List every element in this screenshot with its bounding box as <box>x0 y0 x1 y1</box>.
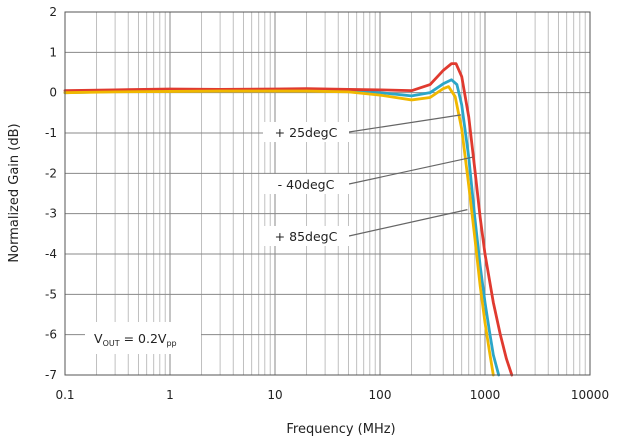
annotation-label: + 25degC <box>275 125 338 140</box>
y-tick-label: -4 <box>45 247 57 261</box>
annotation-label: - 40degC <box>278 177 335 192</box>
x-tick-label: 1 <box>166 388 174 402</box>
annotation-label-box <box>263 226 349 246</box>
annotation-label-box <box>263 122 349 142</box>
annotation-label: + 85degC <box>275 229 338 244</box>
y-axis-label: Normalized Gain (dB) <box>7 123 22 262</box>
y-tick-label: -6 <box>45 328 57 342</box>
annotation-leader-line <box>348 114 462 133</box>
series-layer <box>63 62 514 377</box>
annotation-leader-line <box>348 156 473 185</box>
x-tick-label: 10000 <box>571 388 609 402</box>
y-tick-label: -1 <box>45 126 57 140</box>
annotation-label-box <box>263 174 349 194</box>
condition-note-text: VOUT = 0.2Vpp <box>94 331 177 348</box>
minor-grid <box>96 12 586 375</box>
y-tick-label: 2 <box>49 5 57 19</box>
series-line-2 <box>63 85 495 377</box>
annotation-layer: + 25degC - 40degC + 85degC <box>263 114 473 246</box>
y-tick-label: -3 <box>45 207 57 221</box>
condition-note-box <box>85 322 201 354</box>
x-axis-label: Frequency (MHz) <box>286 422 395 437</box>
x-tick-labels: 0.1 1 10 100 1000 10000 <box>55 388 609 402</box>
y-tick-label: -2 <box>45 166 57 180</box>
annotation-leader-line <box>348 209 468 237</box>
y-tick-labels: 2 1 0 -1 -2 -3 -4 -5 -6 -7 <box>45 5 57 382</box>
plot-frame <box>64 11 591 376</box>
series-line-1 <box>63 62 514 377</box>
y-tick-label: 1 <box>49 45 57 59</box>
y-tick-label: -7 <box>45 368 57 382</box>
x-tick-label: 100 <box>369 388 392 402</box>
x-tick-label: 1000 <box>470 388 501 402</box>
y-tick-label: -5 <box>45 287 57 301</box>
x-tick-label: 10 <box>267 388 282 402</box>
x-tick-label: 0.1 <box>55 388 74 402</box>
condition-note: VOUT = 0.2Vpp <box>85 322 201 354</box>
y-tick-label: 0 <box>49 86 57 100</box>
